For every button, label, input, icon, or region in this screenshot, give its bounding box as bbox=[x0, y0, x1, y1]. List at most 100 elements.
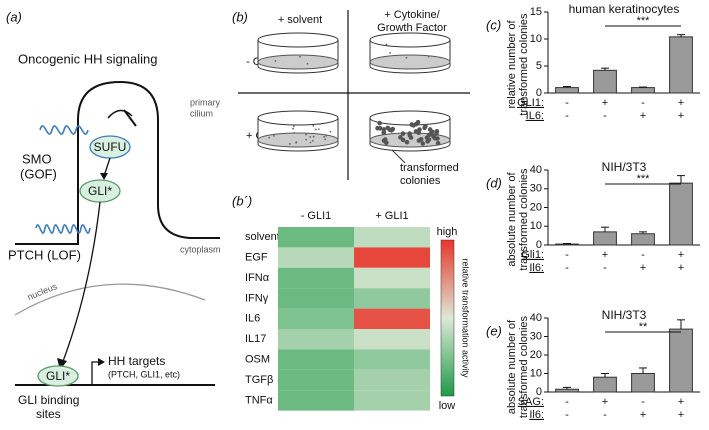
targets-label: HH targets bbox=[108, 354, 165, 368]
heatmap-cell bbox=[354, 369, 430, 391]
condition-sign: - bbox=[603, 110, 607, 122]
condition-label: Il6: bbox=[529, 262, 544, 274]
cell bbox=[381, 127, 387, 132]
y-tick-label: 20 bbox=[530, 349, 542, 361]
condition-sign: - bbox=[565, 110, 569, 122]
cell bbox=[404, 139, 410, 145]
y-axis-label: transformed colonies bbox=[518, 315, 530, 418]
ptch-label: PTCH (LOF) bbox=[8, 247, 81, 262]
heatmap-cell bbox=[278, 349, 354, 370]
column-label: + solvent bbox=[278, 14, 322, 26]
bar bbox=[555, 388, 579, 393]
condition-sign: + bbox=[640, 409, 646, 421]
significance-label: *** bbox=[637, 173, 651, 185]
ptch-coil bbox=[35, 224, 91, 234]
cell bbox=[400, 131, 406, 136]
column-label: + Cytokine/ bbox=[384, 9, 440, 21]
condition-label: SAG: bbox=[518, 396, 544, 408]
cell bbox=[305, 138, 308, 141]
cell bbox=[325, 134, 328, 137]
cell bbox=[398, 135, 403, 140]
nucleus-label: nucleus bbox=[26, 281, 59, 302]
cell bbox=[323, 135, 326, 138]
chart-title: NIH/3T3 bbox=[602, 308, 647, 322]
condition-sign: - bbox=[641, 97, 645, 109]
y-tick-label: 0 bbox=[536, 386, 542, 398]
heatmap-cell bbox=[354, 349, 430, 370]
dish-medium bbox=[257, 54, 339, 70]
smo-coil bbox=[39, 125, 89, 135]
cell bbox=[413, 121, 419, 127]
panel-b: (b) + solvent + Cytokine/ Growth Factor … bbox=[232, 9, 470, 187]
cell bbox=[324, 138, 327, 141]
condition-sign: - bbox=[641, 396, 645, 408]
row-label: OSM bbox=[245, 354, 270, 366]
panel-label: (a) bbox=[6, 9, 22, 24]
cell bbox=[432, 135, 438, 141]
condition-sign: + bbox=[678, 409, 684, 421]
arrowhead bbox=[100, 173, 108, 180]
bar bbox=[555, 243, 579, 246]
cell bbox=[381, 130, 387, 136]
bar bbox=[555, 87, 579, 94]
cell bbox=[295, 141, 298, 144]
cell bbox=[377, 126, 383, 131]
panel-label: (e) bbox=[486, 323, 502, 338]
condition-label: Il6: bbox=[529, 409, 544, 421]
condition-sign: - bbox=[565, 249, 569, 261]
pointer bbox=[391, 149, 406, 164]
condition-sign: + bbox=[678, 396, 684, 408]
colonies-label: colonies bbox=[400, 175, 441, 187]
cytoplasm-label: cytoplasm bbox=[180, 244, 221, 254]
dish-rim bbox=[369, 110, 451, 126]
cell bbox=[427, 55, 430, 58]
row-label: solvent bbox=[245, 231, 280, 243]
cell bbox=[385, 125, 391, 131]
bar bbox=[593, 69, 617, 94]
condition-sign: + bbox=[678, 262, 684, 274]
colorbar bbox=[440, 239, 455, 397]
cell bbox=[417, 127, 422, 132]
y-axis-label: transformed colonies bbox=[518, 168, 530, 271]
significance-label: *** bbox=[637, 15, 651, 27]
heatmap-cell bbox=[278, 390, 354, 411]
panel-title: Oncogenic HH signaling bbox=[18, 51, 157, 66]
cell bbox=[385, 43, 388, 46]
colorbar-label: relative transformation activity bbox=[461, 258, 471, 378]
heatmap-cell bbox=[278, 308, 354, 329]
smo-label: (GOF) bbox=[20, 166, 57, 181]
row-label: TNFα bbox=[245, 394, 273, 406]
condition-label: Gli1: bbox=[521, 249, 544, 261]
panel-label: (b´) bbox=[232, 193, 252, 208]
inhibit-arc bbox=[107, 109, 133, 119]
row-label: IL17 bbox=[245, 333, 266, 345]
gli-label: GLI* bbox=[46, 369, 70, 383]
cell bbox=[407, 132, 413, 138]
y-tick-label: 10 bbox=[530, 220, 542, 232]
cell bbox=[382, 137, 388, 142]
significance-label: ** bbox=[639, 321, 648, 333]
heatmap-cell bbox=[278, 267, 354, 289]
binding-label: GLI binding bbox=[18, 393, 79, 407]
colorbar-high: high bbox=[437, 226, 458, 238]
cell bbox=[435, 140, 441, 146]
cell bbox=[422, 125, 427, 131]
condition-sign: - bbox=[565, 396, 569, 408]
cell bbox=[329, 130, 332, 133]
cell bbox=[319, 123, 321, 126]
bar bbox=[669, 36, 693, 94]
cell bbox=[311, 139, 314, 142]
y-tick-label: 40 bbox=[530, 164, 542, 176]
column-label: + GLI1 bbox=[375, 210, 408, 222]
heatmap-cell bbox=[354, 227, 430, 248]
bar bbox=[631, 233, 655, 246]
y-tick-label: 0 bbox=[536, 87, 542, 99]
cell bbox=[292, 125, 295, 128]
heatmap-cell bbox=[354, 329, 430, 350]
panel-label: (c) bbox=[486, 17, 501, 32]
y-tick-label: 20 bbox=[530, 201, 542, 213]
y-tick-label: 10 bbox=[530, 367, 542, 379]
y-axis-label: absolute number of bbox=[506, 171, 518, 266]
cell bbox=[312, 125, 315, 127]
cell bbox=[305, 133, 308, 136]
